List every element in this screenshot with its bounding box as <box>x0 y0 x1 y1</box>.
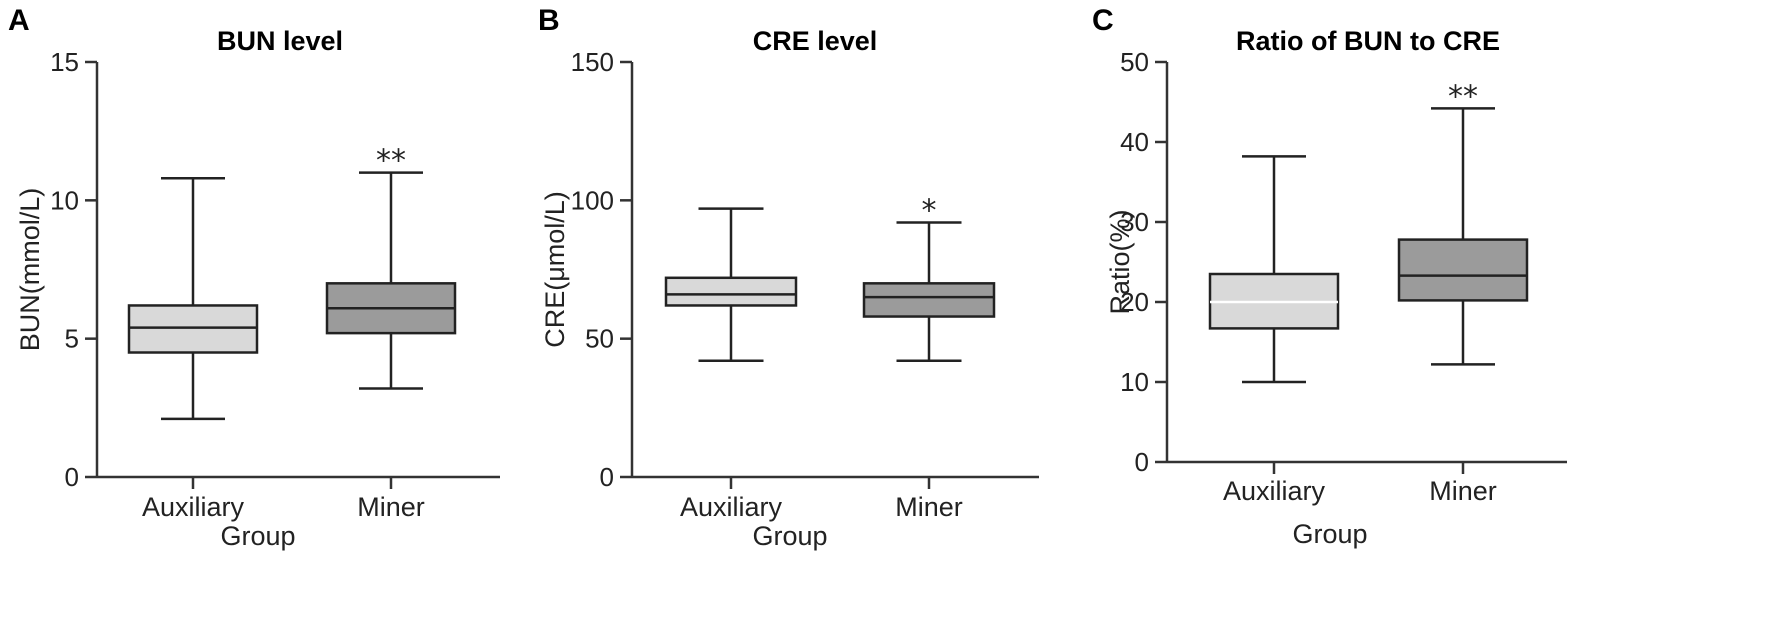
panel-letter: A <box>8 4 30 37</box>
y-tick-label: 0 <box>65 462 79 492</box>
y-tick-label: 100 <box>571 185 614 215</box>
panel-letter: C <box>1092 4 1114 37</box>
y-tick-label: 10 <box>1120 367 1149 397</box>
significance-marker: * <box>922 193 937 228</box>
y-tick-label: 0 <box>600 462 614 492</box>
y-tick-label: 20 <box>1120 287 1149 317</box>
x-axis-label: Group <box>752 521 827 551</box>
panel-c: C Ratio of BUN to CRE 0 10 20 30 40 50 Ratio(%) A… <box>1092 4 1567 549</box>
y-axis-label: CRE(μmol/L) <box>540 191 570 348</box>
box-auxiliary <box>664 207 798 363</box>
x-axis-label: Group <box>1292 519 1367 549</box>
x-tick-label: Miner <box>357 492 425 522</box>
box-miner: ** <box>1397 79 1529 366</box>
y-axis-label: BUN(mmol/L) <box>15 188 45 352</box>
box-auxiliary <box>1208 155 1340 384</box>
box-miner: * <box>862 193 996 363</box>
panel-b: B CRE level 0 50 100 150 CRE(μmol/L) Auxiliary M… <box>538 4 1039 551</box>
y-tick-label: 50 <box>585 324 614 354</box>
x-axis-label: Group <box>220 521 295 551</box>
y-tick-label: 10 <box>50 185 79 215</box>
y-tick-label: 50 <box>1120 47 1149 77</box>
iqr-box <box>127 304 259 354</box>
box-miner: ** <box>325 144 457 390</box>
panel-letter: B <box>538 4 560 37</box>
significance-marker: ** <box>376 144 406 179</box>
iqr-box <box>664 276 798 307</box>
x-tick-label: Auxiliary <box>680 492 783 522</box>
significance-marker: ** <box>1448 79 1478 114</box>
iqr-box <box>1397 238 1529 302</box>
chart-title: BUN level <box>217 26 343 56</box>
iqr-box <box>862 282 996 318</box>
chart-title: Ratio of BUN to CRE <box>1236 26 1500 56</box>
x-tick-label: Miner <box>895 492 963 522</box>
y-tick-label: 5 <box>65 324 79 354</box>
x-tick-label: Auxiliary <box>142 492 245 522</box>
y-tick-label: 150 <box>571 47 614 77</box>
x-tick-label: Miner <box>1429 476 1497 506</box>
box-auxiliary <box>127 176 259 421</box>
y-tick-label: 30 <box>1120 207 1149 237</box>
y-tick-label: 15 <box>50 47 79 77</box>
chart-title: CRE level <box>753 26 878 56</box>
x-tick-label: Auxiliary <box>1223 476 1326 506</box>
y-tick-label: 40 <box>1120 127 1149 157</box>
panel-a: A BUN level 0 5 10 15 BUN(mmol/L) Auxiliary Mine… <box>8 4 500 551</box>
y-axis-label: Ratio(%) <box>1105 209 1135 314</box>
y-tick-label: 0 <box>1135 447 1149 477</box>
